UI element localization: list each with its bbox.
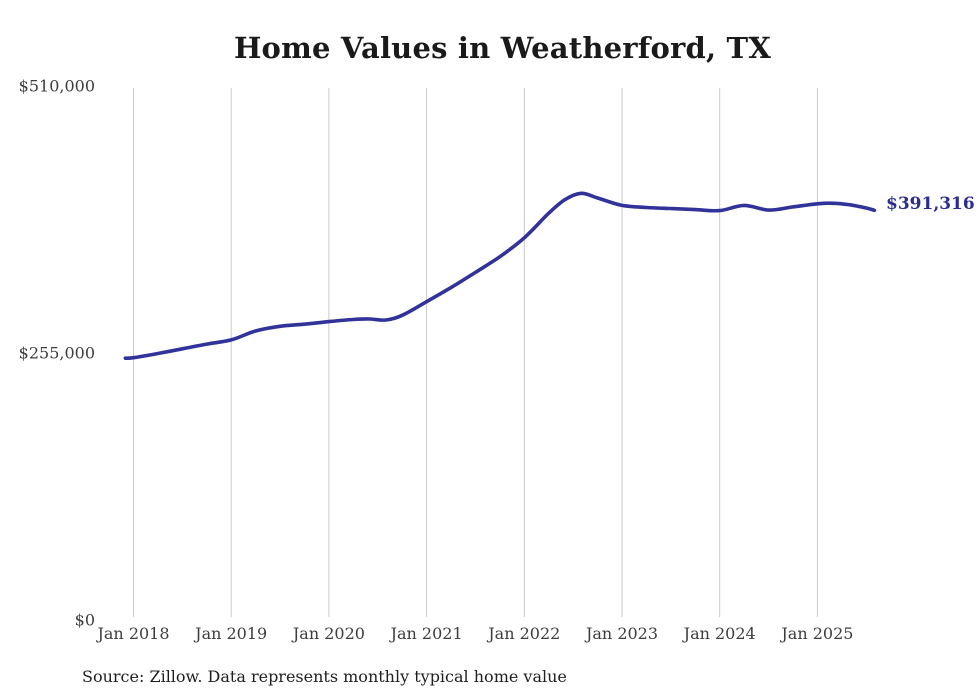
x-axis-tick-label: Jan 2018 [95,624,169,643]
x-axis-tick-label: Jan 2023 [584,624,658,643]
x-axis-tick-label: Jan 2024 [682,624,756,643]
y-axis-tick-label: $510,000 [19,77,95,96]
home-value-line [123,191,877,361]
y-axis-tick-label: $255,000 [19,344,95,363]
x-axis-tick-label: Jan 2022 [486,624,560,643]
x-axis-tick-label: Jan 2021 [389,624,463,643]
x-axis-tick-label: Jan 2020 [291,624,365,643]
y-axis-tick-label: $0 [75,611,95,630]
x-axis-tick-label: Jan 2025 [779,624,853,643]
chart-title: Home Values in Weatherford, TX [233,31,772,65]
x-axis-tick-label: Jan 2019 [193,624,267,643]
source-note: Source: Zillow. Data represents monthly … [82,667,567,686]
end-value-label: $391,316 [886,194,975,214]
